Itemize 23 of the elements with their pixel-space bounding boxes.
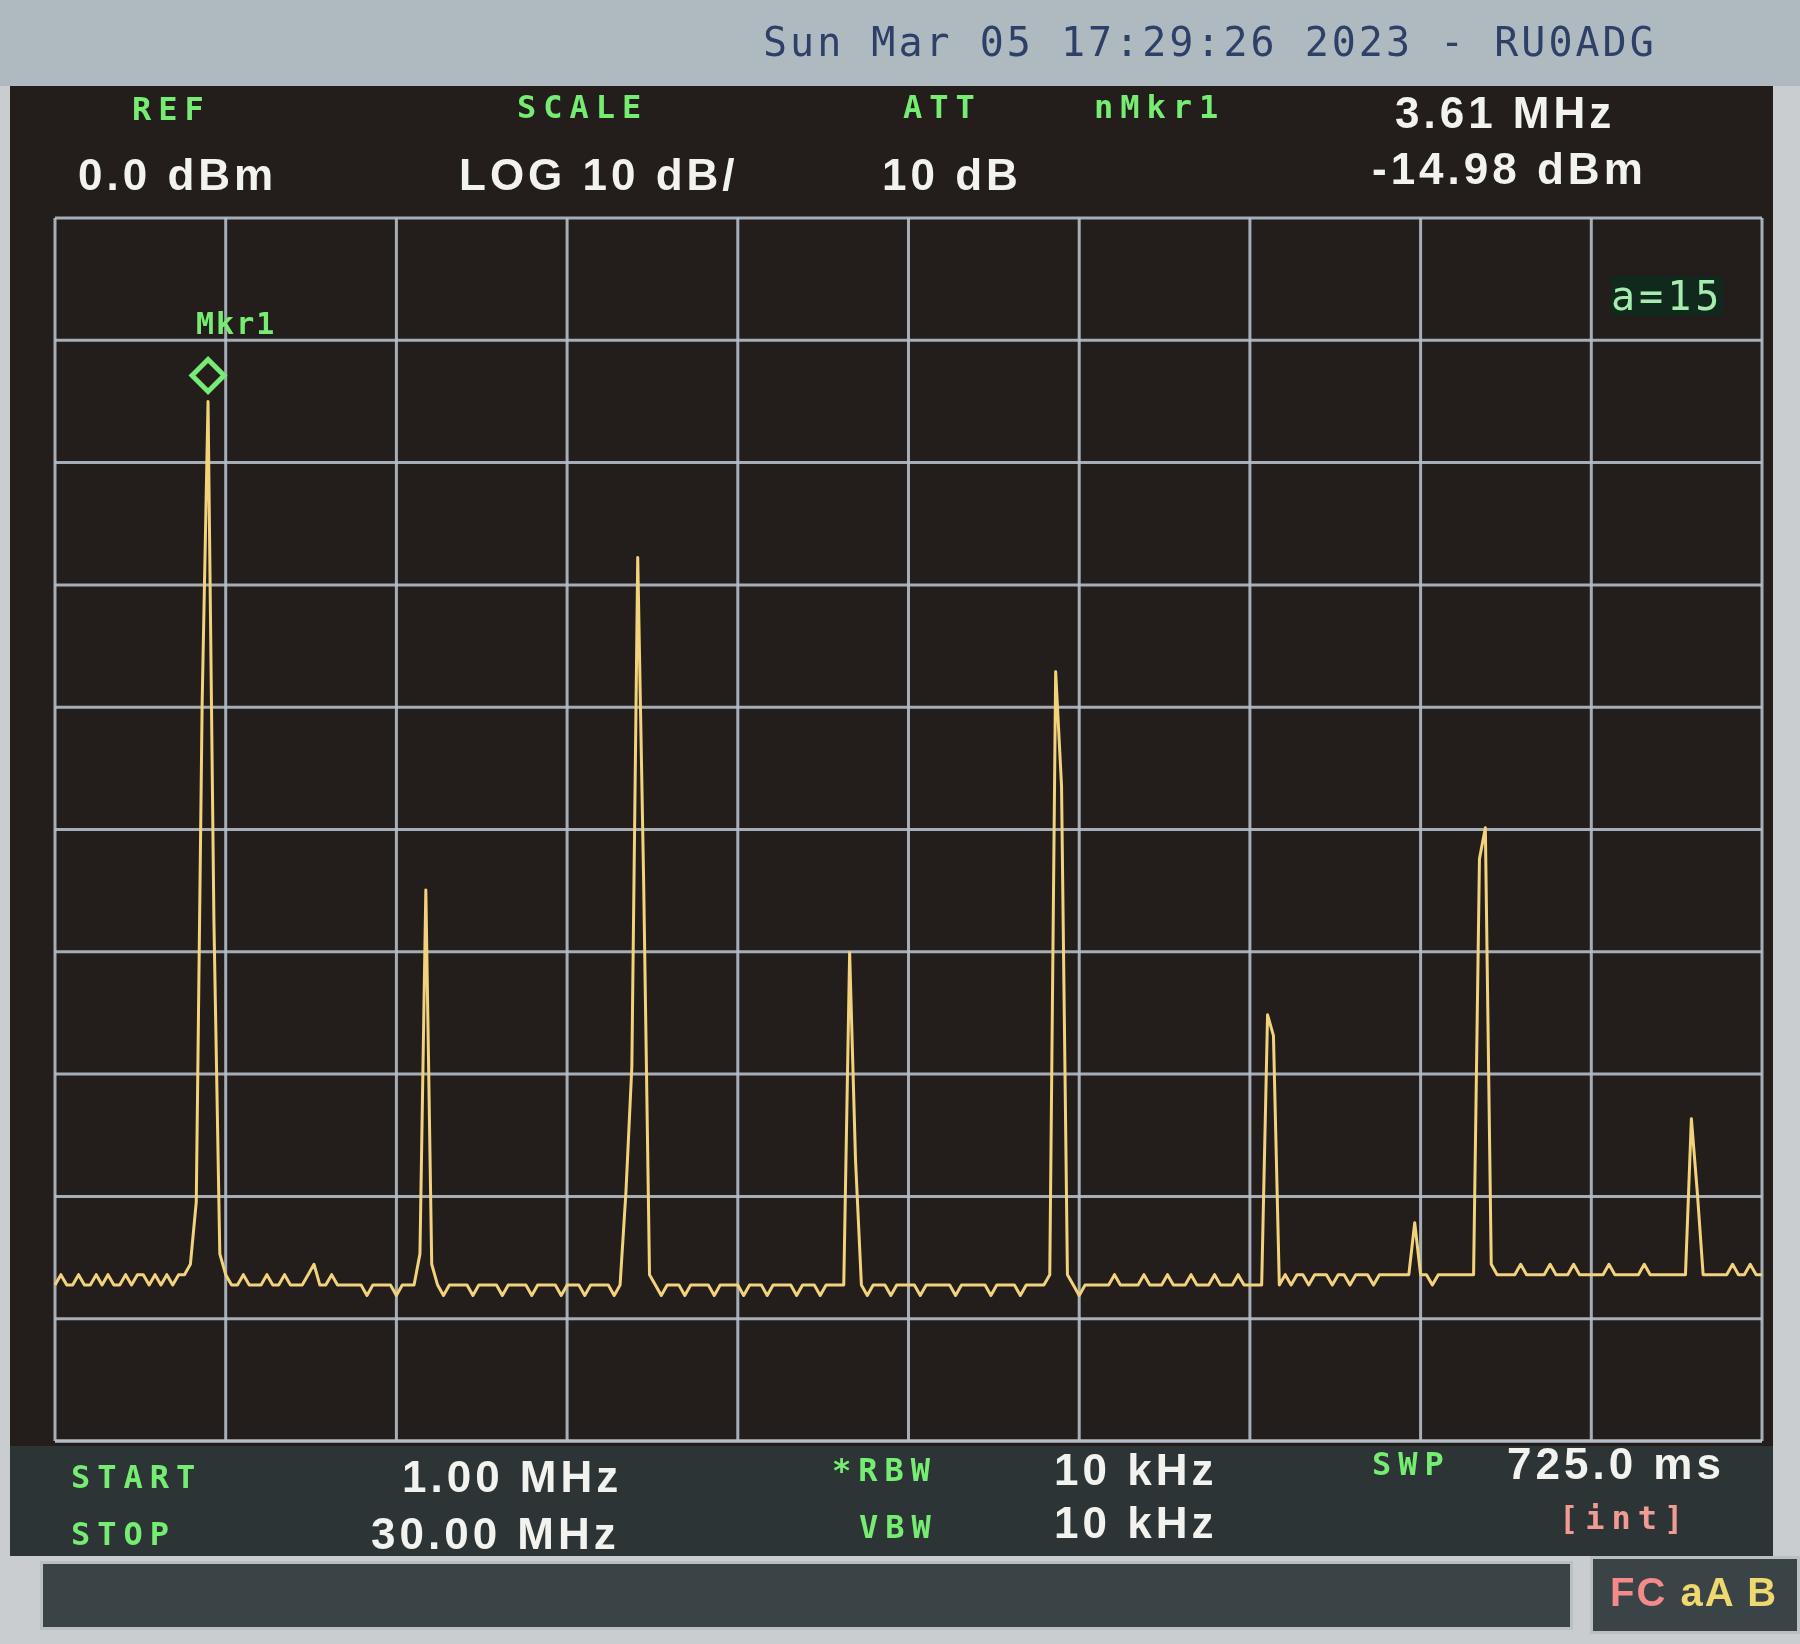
text: STOP: [71, 1515, 177, 1553]
text: REF: [132, 90, 211, 128]
text: 0.0 dBm: [78, 150, 278, 199]
text: 1.00 MHz: [402, 1452, 623, 1501]
chart-title: Sun Mar 05 17:29:26 2023 - RU0ADG: [763, 19, 1657, 65]
text: FC aA B: [1610, 1570, 1779, 1614]
text: LOG 10 dB/: [459, 150, 739, 199]
text: 10 dB: [882, 150, 1022, 199]
text: -14.98 dBm: [1372, 144, 1647, 193]
text: ATT: [903, 88, 982, 126]
annotation: 725.0 ms: [1507, 1439, 1725, 1488]
text: VBW: [859, 1508, 938, 1546]
text: *RBW: [832, 1451, 938, 1489]
text: 10 kHz: [1054, 1445, 1218, 1494]
text: [int]: [1559, 1499, 1691, 1537]
text: 30.00 MHz: [371, 1509, 620, 1558]
text: 10 kHz: [1054, 1498, 1218, 1547]
text: SWP: [1372, 1445, 1451, 1483]
text: a=15: [1611, 273, 1724, 319]
text: START: [71, 1458, 203, 1496]
text: 3.61 MHz: [1395, 88, 1616, 137]
text: nMkr1: [1094, 88, 1226, 126]
text: SCALE: [517, 88, 649, 126]
